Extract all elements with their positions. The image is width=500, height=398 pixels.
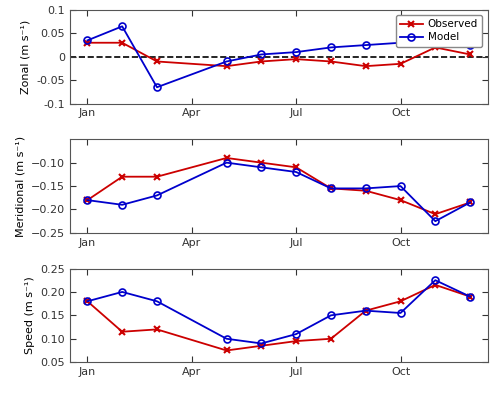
Model — [84, 38, 90, 43]
Observed — [84, 40, 90, 45]
Model — [224, 59, 230, 64]
Model — [154, 85, 160, 90]
Y-axis label: Speed (m s⁻¹): Speed (m s⁻¹) — [25, 277, 35, 354]
Observed — [154, 59, 160, 64]
Model — [432, 33, 438, 38]
Line: Observed: Observed — [84, 39, 473, 70]
Observed — [119, 40, 125, 45]
Model — [328, 45, 334, 50]
Observed — [362, 64, 368, 68]
Observed — [432, 45, 438, 50]
Line: Model: Model — [84, 23, 473, 91]
Observed — [467, 52, 473, 57]
Model — [467, 43, 473, 47]
Y-axis label: Zonal (m s⁻¹): Zonal (m s⁻¹) — [21, 20, 31, 94]
Legend: Observed, Model: Observed, Model — [396, 15, 482, 47]
Observed — [398, 61, 404, 66]
Model — [258, 52, 264, 57]
Model — [293, 50, 299, 55]
Model — [362, 43, 368, 47]
Y-axis label: Meridional (m s⁻¹): Meridional (m s⁻¹) — [16, 135, 26, 237]
Observed — [293, 57, 299, 62]
Model — [119, 24, 125, 29]
Model — [398, 40, 404, 45]
Observed — [328, 59, 334, 64]
Observed — [258, 59, 264, 64]
Observed — [224, 64, 230, 68]
